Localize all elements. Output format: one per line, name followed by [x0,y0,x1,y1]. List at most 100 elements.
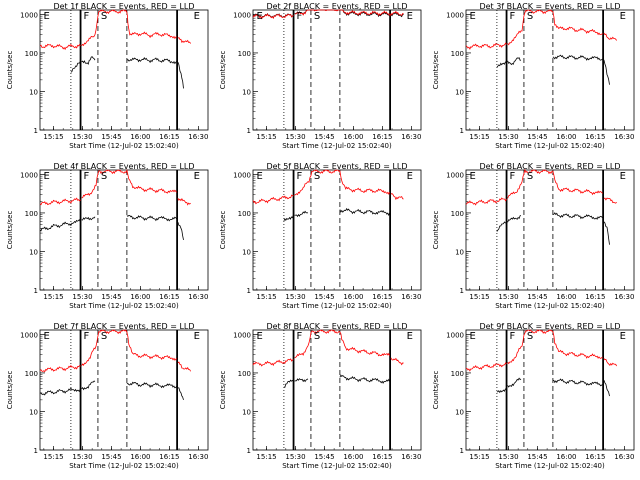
y-tick-label: 1000 [20,11,38,19]
x-tick-label: 16:15 [372,293,392,301]
lld-series-line [603,358,617,367]
lld-series-line [507,329,603,365]
events-series-line [603,221,610,245]
marker-letter: E [194,11,200,22]
marker-letter: E [194,171,200,182]
y-tick-label: 100 [25,370,38,378]
lld-series-line [603,32,617,41]
x-tick-label: 15:30 [72,133,92,141]
marker-letter: E [620,331,626,342]
y-tick-label: 1 [34,127,38,135]
y-tick-label: 100 [25,210,38,218]
lld-series-line [294,169,391,196]
events-series-line [507,215,522,223]
y-tick-label: 1000 [446,331,464,339]
y-tick-label: 10 [455,88,464,96]
x-axis-label: Start Time (12-Jul-02 15:02:40) [69,462,179,470]
x-tick-label: 15:15 [469,453,489,461]
x-tick-label: 15:15 [256,453,276,461]
y-tick-label: 100 [238,50,251,58]
x-tick-label: 16:15 [372,133,392,141]
y-tick-label: 10 [29,88,38,96]
events-series-line [552,54,603,61]
lld-series-line [507,168,603,199]
events-series-line [496,221,507,232]
x-tick-label: 16:30 [614,133,634,141]
panel-det9: Det 9f BLACK = Events, RED = LLD 1 10 100 10… [432,322,634,470]
lld-series-line [465,362,507,372]
y-axis-label: Counts/sec [432,211,440,250]
x-tick-label: 16:00 [343,293,363,301]
y-tick-label: 10 [455,248,464,256]
x-tick-label: 16:00 [130,133,150,141]
panel-title: Det 6f BLACK = Events, RED = LLD [479,162,620,171]
events-series-line [283,215,294,221]
marker-letter: S [314,331,320,342]
events-series-line [603,379,610,397]
marker-letter: F [84,331,90,342]
y-tick-label: 100 [451,370,464,378]
panel-title: Det 8f BLACK = Events, RED = LLD [266,322,407,331]
lld-series-line [81,329,178,366]
marker-letter: E [407,331,413,342]
events-series-line [126,381,178,389]
events-series-line [496,61,507,68]
x-tick-label: 15:15 [256,133,276,141]
lld-series-line [177,361,191,372]
y-tick-label: 1 [247,127,251,135]
events-series-line [81,216,96,221]
x-tick-label: 16:30 [188,453,208,461]
x-tick-label: 16:00 [556,293,576,301]
plot-frame [252,329,422,451]
x-tick-label: 15:30 [285,293,305,301]
marker-letter: F [510,171,516,182]
y-tick-label: 1 [34,447,38,455]
events-series-line [70,61,81,73]
x-tick-label: 15:30 [498,293,518,301]
y-tick-label: 100 [451,210,464,218]
x-tick-label: 15:45 [314,293,334,301]
marker-letter: E [470,11,476,22]
marker-letter: E [44,331,50,342]
x-tick-label: 16:00 [556,453,576,461]
y-tick-label: 1 [247,447,251,455]
marker-letter: S [101,331,107,342]
lld-series-line [390,192,404,201]
x-tick-label: 16:30 [614,293,634,301]
lld-series-line [507,9,603,46]
lld-series-line [252,13,294,20]
x-tick-label: 15:45 [101,293,121,301]
marker-letter: S [527,331,533,342]
marker-letter: E [44,11,50,22]
events-series-line [507,377,522,388]
plot-frame [39,329,209,451]
x-tick-label: 15:45 [527,293,547,301]
x-tick-label: 15:15 [469,293,489,301]
x-tick-label: 16:15 [159,293,179,301]
panel-title: Det 3f BLACK = Events, RED = LLD [479,2,620,11]
panel-title: Det 2f BLACK = Events, RED = LLD [266,2,407,11]
y-axis-label: Counts/sec [6,211,14,250]
x-tick-label: 15:30 [72,453,92,461]
lld-series-line [39,197,81,206]
lld-series-line [294,9,404,17]
marker-letter: E [257,171,263,182]
y-tick-label: 1000 [446,11,464,19]
events-series-line [294,210,309,218]
panel-title: Det 9f BLACK = Events, RED = LLD [479,322,620,331]
x-axis-label: Start Time (12-Jul-02 15:02:40) [69,302,179,310]
x-tick-label: 15:15 [469,133,489,141]
y-tick-label: 1000 [233,171,251,179]
y-tick-label: 1 [34,287,38,295]
panel-det2: Det 2f BLACK = Events, RED = LLD 1 10 100 10… [219,2,421,150]
y-tick-label: 1000 [20,331,38,339]
x-tick-label: 15:30 [285,453,305,461]
plot-frame [465,169,635,291]
events-series-line [339,207,391,217]
events-series-line [603,59,610,85]
events-series-line [496,388,507,394]
marker-letter: F [297,11,303,22]
x-tick-label: 15:15 [43,453,63,461]
